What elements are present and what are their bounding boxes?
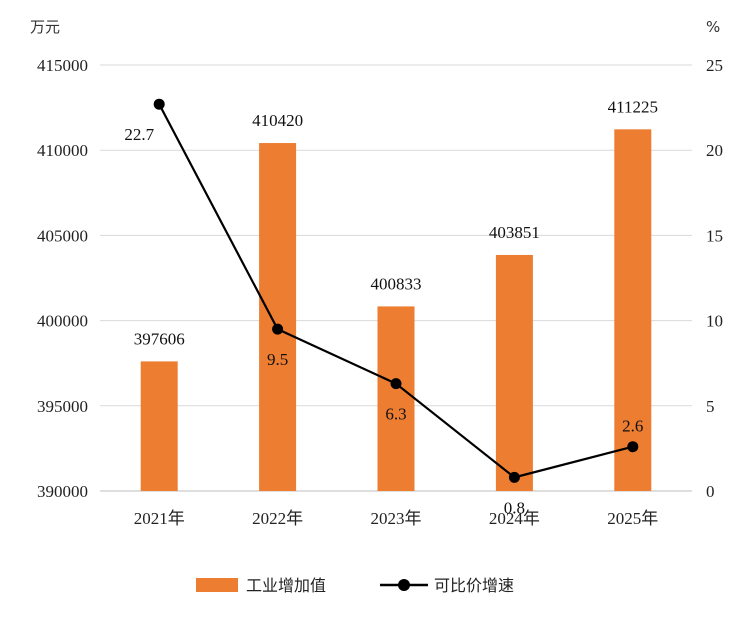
left-tick-label: 415000 bbox=[37, 56, 88, 75]
line-data-labels: 22.7 9.5 6.3 0.8 2.6 bbox=[124, 125, 643, 517]
category-label: 2021年 bbox=[134, 509, 185, 528]
bar bbox=[495, 254, 533, 491]
right-tick-label: 15 bbox=[706, 226, 723, 245]
right-tick-label: 25 bbox=[706, 56, 723, 75]
right-axis-unit: % bbox=[706, 18, 720, 36]
legend-bar-swatch bbox=[196, 578, 238, 592]
category-label: 2022年 bbox=[252, 509, 303, 528]
bar bbox=[140, 361, 178, 491]
line-value-label: 0.8 bbox=[504, 498, 525, 517]
left-tick-label: 390000 bbox=[37, 482, 88, 501]
line-value-label: 22.7 bbox=[124, 125, 154, 144]
line-point bbox=[508, 471, 520, 483]
line-value-label: 2.6 bbox=[622, 417, 643, 436]
bar-value-label: 400833 bbox=[371, 274, 422, 293]
bar-data-labels: 397606 410420 400833 403851 411225 bbox=[134, 97, 658, 348]
right-tick-label: 10 bbox=[706, 312, 723, 331]
left-axis-ticks: 390000 395000 400000 405000 410000 415000 bbox=[37, 56, 88, 501]
bar-series bbox=[140, 129, 652, 492]
category-label: 2025年 bbox=[607, 509, 658, 528]
right-tick-label: 20 bbox=[706, 141, 723, 160]
left-tick-label: 395000 bbox=[37, 397, 88, 416]
category-label: 2023年 bbox=[371, 509, 422, 528]
right-tick-label: 0 bbox=[706, 482, 715, 501]
right-tick-label: 5 bbox=[706, 397, 715, 416]
left-tick-label: 400000 bbox=[37, 312, 88, 331]
category-axis-labels: 2021年 2022年 2023年 2024年 2025年 bbox=[134, 509, 659, 528]
line-value-label: 6.3 bbox=[385, 405, 406, 424]
category-label: 2024年 bbox=[489, 509, 540, 528]
legend-line-label: 可比价增速 bbox=[434, 576, 514, 595]
line-point bbox=[153, 98, 165, 110]
bar bbox=[614, 129, 652, 492]
bar-value-label: 397606 bbox=[134, 329, 185, 348]
bar-value-label: 403851 bbox=[489, 223, 540, 242]
bar bbox=[377, 306, 415, 491]
bar-value-label: 410420 bbox=[252, 111, 303, 130]
left-axis-unit: 万元 bbox=[30, 18, 60, 36]
left-tick-label: 410000 bbox=[37, 141, 88, 160]
line-point bbox=[627, 441, 639, 453]
line-point bbox=[272, 323, 284, 335]
left-tick-label: 405000 bbox=[37, 226, 88, 245]
line-point bbox=[390, 378, 402, 390]
bar bbox=[259, 143, 297, 491]
legend: 工业增加值 可比价增速 bbox=[196, 576, 514, 595]
line-series bbox=[153, 98, 639, 483]
line-value-label: 9.5 bbox=[267, 350, 288, 369]
bar-value-label: 411225 bbox=[608, 97, 658, 116]
legend-line-marker bbox=[398, 579, 410, 591]
legend-bar-label: 工业增加值 bbox=[246, 576, 326, 595]
right-axis-ticks: 0 5 10 15 20 25 bbox=[706, 56, 723, 501]
